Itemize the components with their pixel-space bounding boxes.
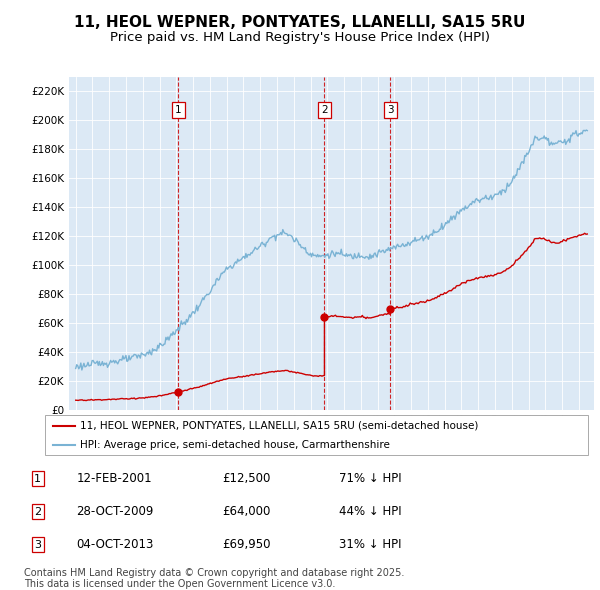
Text: Price paid vs. HM Land Registry's House Price Index (HPI): Price paid vs. HM Land Registry's House … [110, 31, 490, 44]
Text: £69,950: £69,950 [223, 538, 271, 552]
Text: 11, HEOL WEPNER, PONTYATES, LLANELLI, SA15 5RU (semi-detached house): 11, HEOL WEPNER, PONTYATES, LLANELLI, SA… [80, 421, 479, 431]
Text: 11, HEOL WEPNER, PONTYATES, LLANELLI, SA15 5RU: 11, HEOL WEPNER, PONTYATES, LLANELLI, SA… [74, 15, 526, 30]
FancyBboxPatch shape [45, 415, 588, 455]
Text: 2: 2 [34, 507, 41, 517]
Text: 3: 3 [34, 540, 41, 550]
Text: 3: 3 [387, 105, 394, 115]
Text: £12,500: £12,500 [223, 472, 271, 486]
Text: 1: 1 [175, 105, 182, 115]
Text: 28-OCT-2009: 28-OCT-2009 [76, 505, 154, 519]
Text: 04-OCT-2013: 04-OCT-2013 [76, 538, 154, 552]
Text: 1: 1 [34, 474, 41, 484]
Text: 12-FEB-2001: 12-FEB-2001 [76, 472, 152, 486]
Text: 44% ↓ HPI: 44% ↓ HPI [338, 505, 401, 519]
Text: HPI: Average price, semi-detached house, Carmarthenshire: HPI: Average price, semi-detached house,… [80, 440, 390, 450]
Text: Contains HM Land Registry data © Crown copyright and database right 2025.
This d: Contains HM Land Registry data © Crown c… [24, 568, 404, 589]
Text: 2: 2 [321, 105, 328, 115]
Text: 71% ↓ HPI: 71% ↓ HPI [338, 472, 401, 486]
Text: 31% ↓ HPI: 31% ↓ HPI [338, 538, 401, 552]
Text: £64,000: £64,000 [223, 505, 271, 519]
